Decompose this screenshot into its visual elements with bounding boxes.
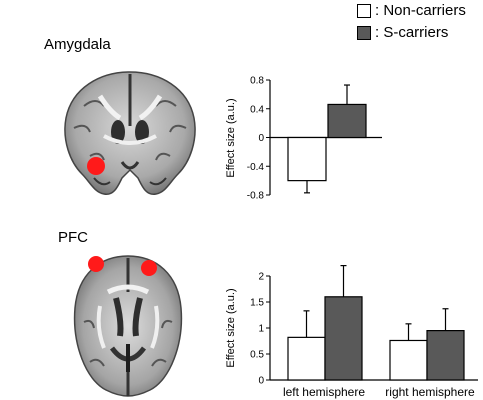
axial-brain-slice-icon	[73, 255, 183, 397]
pfc-y-axis-label: Effect size (a.u.)	[225, 288, 237, 367]
category-label-left-hemisphere: left hemisphere	[283, 385, 365, 399]
pfc-bar-right-hemisphere-non-carriers	[389, 339, 428, 381]
pfc-y-tick-label: 1	[258, 324, 264, 335]
amygdala-y-axis-label: Effect size (a.u.)	[225, 98, 237, 177]
category-label-right-hemisphere: right hemisphere	[385, 385, 475, 399]
amygdala-label: Amygdala	[44, 36, 111, 53]
amygdala-y-tick-label: 0.4	[250, 104, 264, 115]
legend-label-non-carriers: : Non-carriers	[375, 2, 466, 19]
pfc-y-tick-label: 0.5	[250, 350, 264, 361]
legend-item-non-carriers: : Non-carriers	[357, 2, 466, 20]
pfc-label: PFC	[58, 229, 88, 246]
amygdala-y-tick-label: -0.8	[247, 191, 265, 202]
amygdala-y-tick-label: -0.4	[247, 162, 265, 173]
pfc-bar-left-hemisphere-non-carriers	[287, 336, 326, 381]
pfc-y-tick-label: 2	[258, 272, 264, 283]
legend: : Non-carriers : S-carriers	[357, 0, 483, 44]
amygdala-bar-s-carriers	[327, 103, 367, 139]
legend-item-s-carriers: : S-carriers	[357, 24, 448, 42]
legend-swatch-non-carriers	[357, 4, 371, 18]
amygdala-y-tick-label: 0	[258, 133, 264, 144]
amygdala-y-tick-label: 0.8	[250, 76, 264, 87]
legend-label-s-carriers: : S-carriers	[375, 24, 449, 41]
pfc-bar-right-hemisphere-s-carriers	[426, 330, 465, 381]
legend-swatch-s-carriers	[357, 26, 371, 40]
pfc-y-tick-label: 1.5	[250, 298, 264, 309]
pfc-bar-left-hemisphere-s-carriers	[324, 296, 363, 381]
pfc-y-tick-label: 0	[258, 376, 264, 387]
coronal-brain-slice-icon	[64, 71, 196, 195]
